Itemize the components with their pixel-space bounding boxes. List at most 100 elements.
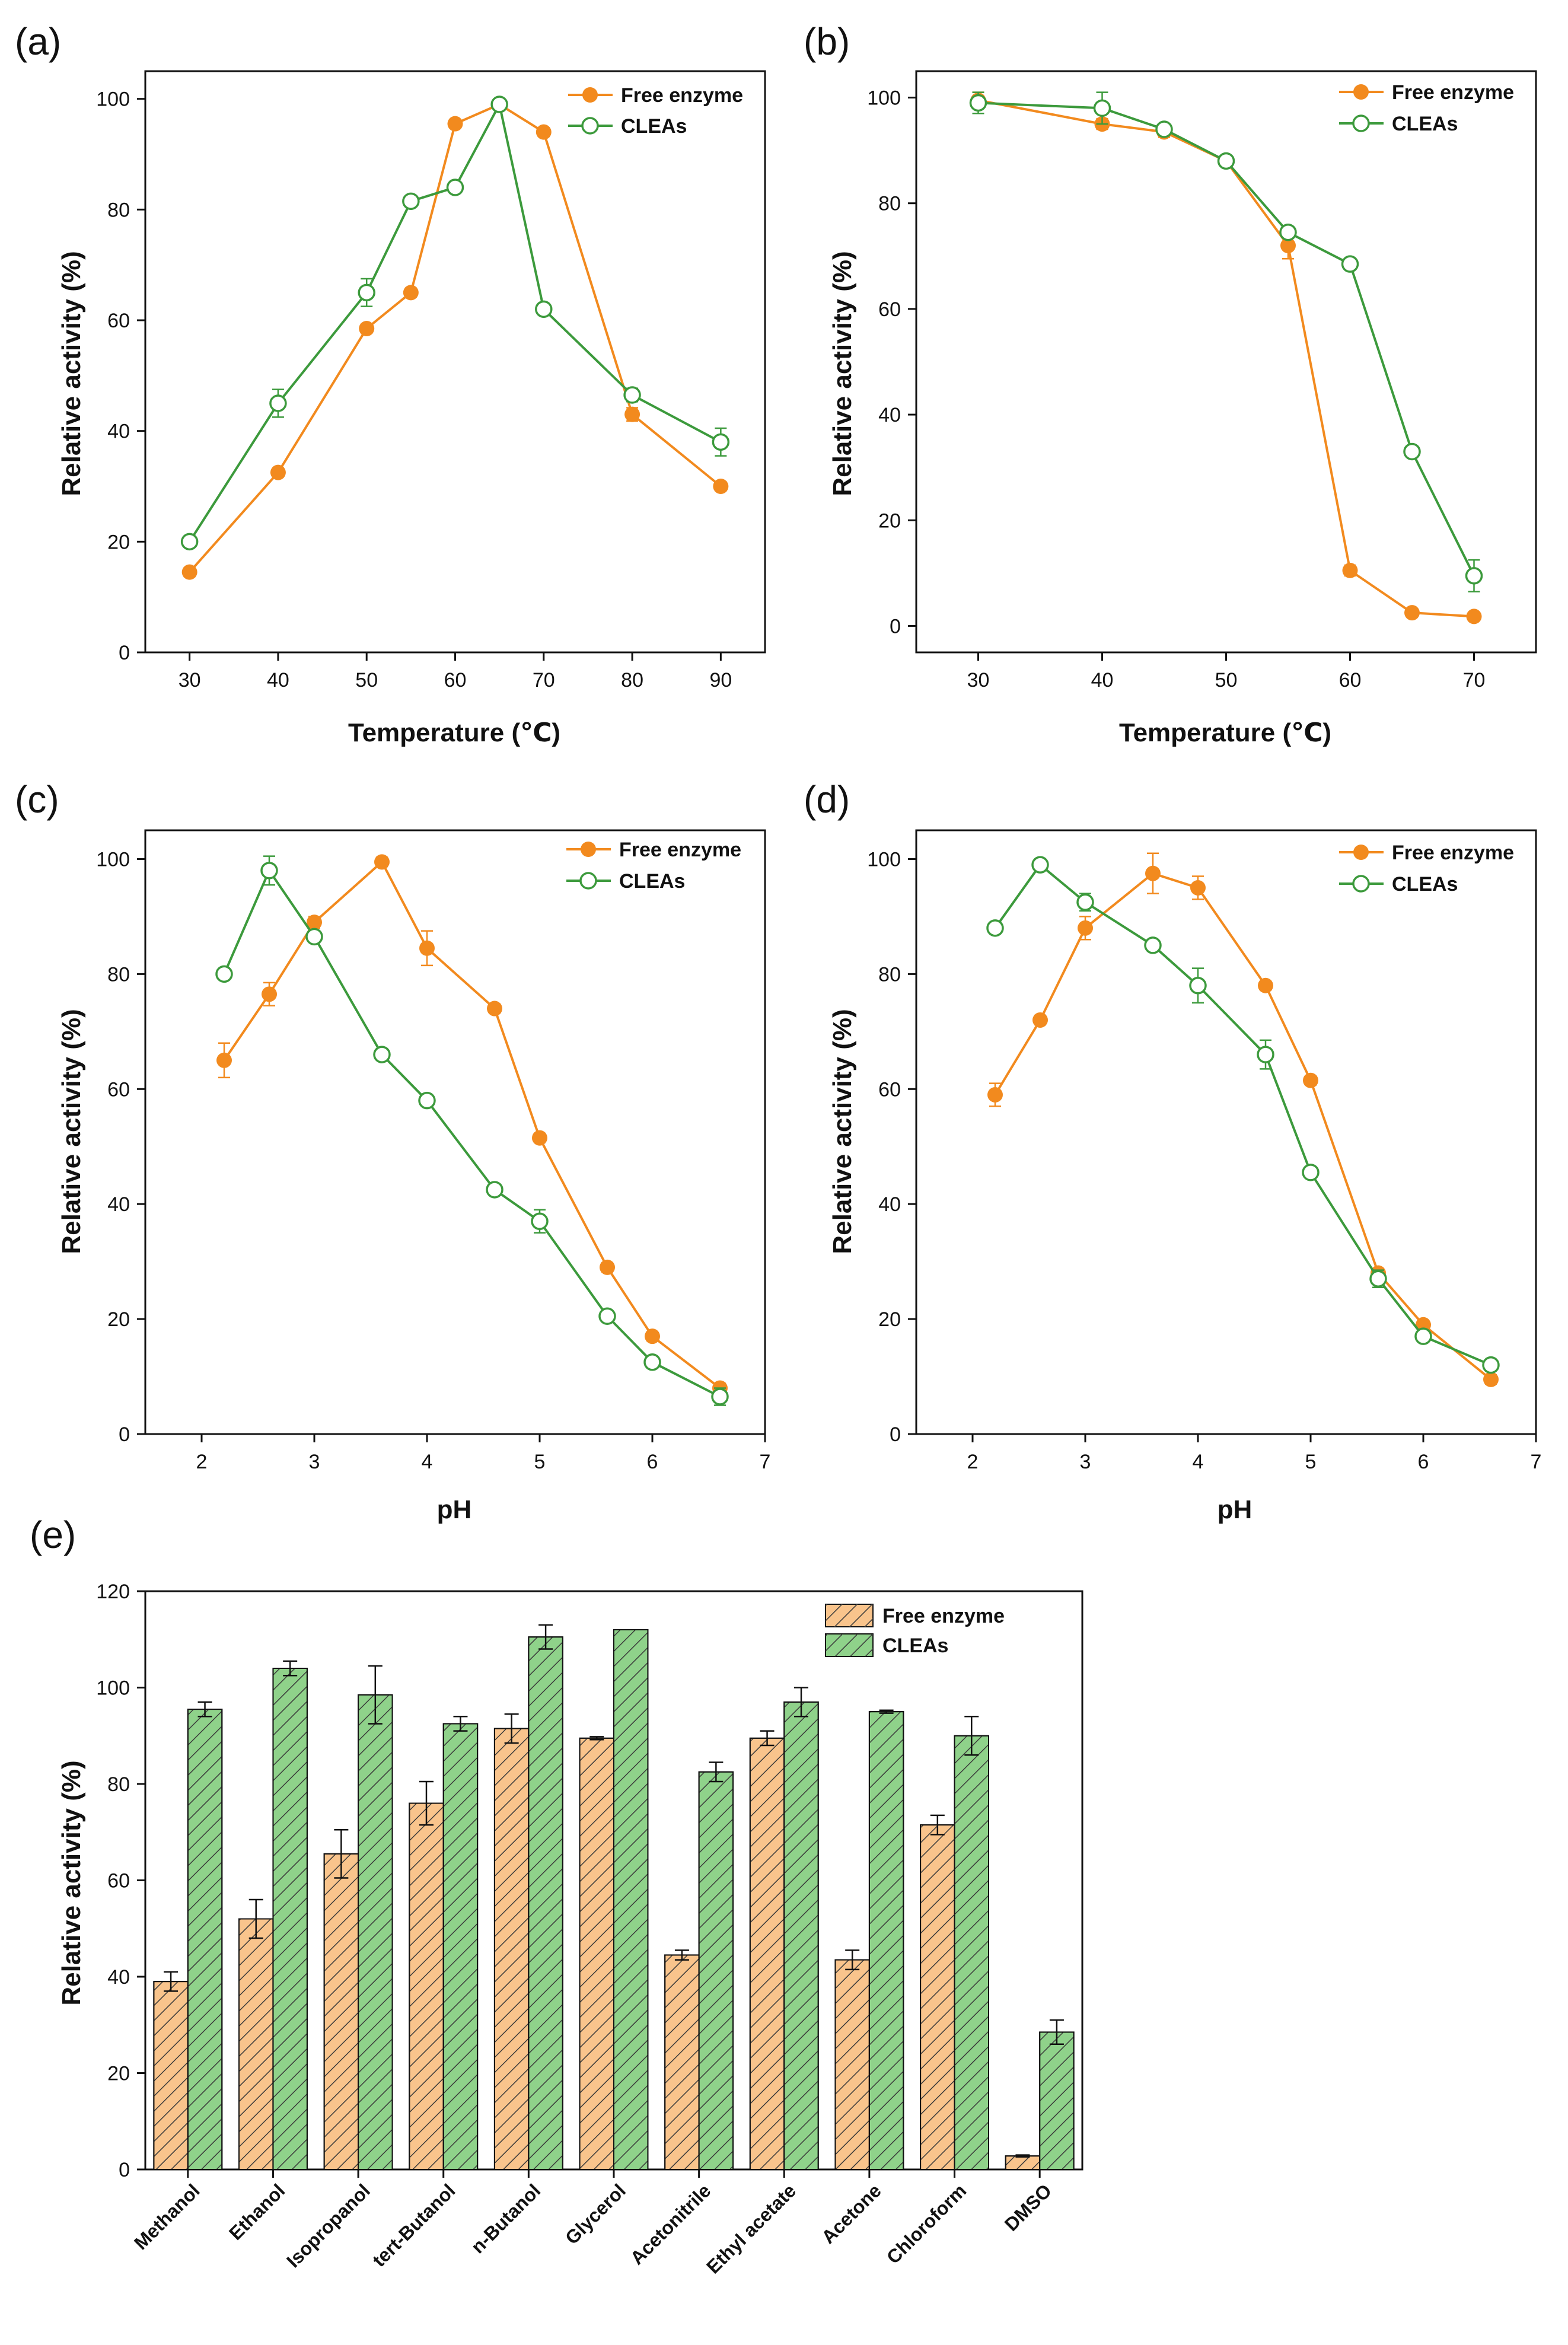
a-free-point (713, 479, 729, 494)
b-y-tick-label: 40 (878, 404, 901, 426)
e-category-label: Glycerol (561, 2180, 630, 2248)
panel-c-y-axis-title: Relative activity (%) (57, 1009, 86, 1254)
panel-b: (b) Temperature (℃) Relative activity (%… (804, 20, 1537, 747)
d-x-tick-label: 3 (1080, 1451, 1091, 1473)
c-y-tick-label: 80 (107, 963, 130, 986)
b-x-tick-label: 40 (1091, 669, 1114, 692)
c-cleas-point (643, 1353, 661, 1371)
panel-d: (d) pH Relative activity (%) 2 3 4 5 6 7 0 20 40… (804, 778, 1541, 1524)
b-free-point (1404, 605, 1420, 621)
e-cleas-bar-hatch (954, 1735, 989, 2170)
a-x-tick-label: 70 (533, 669, 555, 692)
d-y-tick-label: 80 (878, 963, 901, 986)
c-cleas-series-line (223, 868, 721, 1398)
c-cleas-point (418, 1091, 436, 1110)
b-cleas-point (969, 94, 987, 112)
b-y-tick-label: 20 (878, 509, 901, 532)
c-free-point (216, 1052, 232, 1068)
d-free-series-line (994, 872, 1492, 1381)
a-y-tick-label: 20 (107, 531, 130, 553)
a-cleas-point (712, 433, 730, 451)
e-free-bar-hatch (749, 1737, 785, 2170)
d-cleas-point (1369, 1270, 1387, 1288)
d-cleas-point (1482, 1356, 1500, 1374)
a-axes-frame (144, 70, 766, 654)
c-x-tick-label: 3 (309, 1451, 320, 1473)
c-y-tick-label: 40 (107, 1193, 130, 1216)
a-y-tick-label: 40 (107, 420, 130, 443)
e-category-label: Acetone (817, 2180, 885, 2248)
e-free-bar-hatch (579, 1737, 615, 2170)
panel-b-legend-free-label: Free enzyme (1392, 81, 1514, 104)
e-y-tick-label: 120 (96, 1581, 130, 1603)
panel-a-legend-cleas-marker (581, 117, 599, 135)
d-cleas-point (1076, 893, 1094, 911)
c-free-point (419, 940, 435, 956)
b-cleas-series-line (978, 101, 1475, 576)
panel-b-legend-cleas-label: CLEAs (1392, 113, 1458, 135)
e-cleas-bar-hatch (187, 1709, 223, 2170)
a-cleas-point (490, 95, 508, 113)
panel-e-y-axis-title: Relative activity (%) (57, 1760, 86, 2005)
a-cleas-point (623, 386, 641, 404)
a-x-tick-label: 80 (621, 669, 643, 692)
panel-c-legend-cleas-label: CLEAs (619, 870, 685, 893)
e-y-tick-label: 40 (107, 1966, 130, 1989)
e-cleas-bar-hatch (442, 1723, 479, 2170)
c-cleas-point (531, 1212, 549, 1231)
a-y-tick-label: 80 (107, 199, 130, 221)
a-x-tick-label: 50 (355, 669, 378, 692)
panel-d-label: (d) (804, 778, 850, 821)
e-cleas-bar-hatch (358, 1694, 393, 2170)
e-category-label: Ethanol (225, 2180, 289, 2244)
d-cleas-point (1302, 1164, 1320, 1181)
e-category-label: Chloroform (882, 2180, 971, 2268)
b-cleas-point (1279, 223, 1297, 241)
e-category-label: Acetonitrile (626, 2180, 715, 2268)
c-y-tick-label: 100 (96, 848, 130, 871)
panel-a-y-axis-title: Relative activity (%) (57, 251, 86, 496)
b-x-tick-label: 70 (1463, 669, 1486, 692)
d-y-tick-label: 0 (890, 1423, 901, 1446)
a-y-tick-label: 0 (119, 642, 130, 664)
a-y-tick-label: 100 (96, 88, 130, 111)
d-y-tick-label: 20 (878, 1308, 901, 1331)
c-x-tick-label: 2 (196, 1451, 208, 1473)
panel-c-plot-area: 2 3 4 5 6 7 0 20 40 60 80 100 (96, 829, 771, 1473)
panel-c-legend-free-marker (581, 842, 596, 857)
c-x-tick-label: 7 (760, 1451, 771, 1473)
d-free-point (1190, 880, 1206, 896)
panel-a-legend: Free enzyme CLEAs (568, 84, 743, 138)
a-free-point (624, 406, 640, 422)
panel-b-y-axis-title: Relative activity (%) (828, 251, 857, 496)
panel-d-legend: Free enzyme CLEAs (1339, 842, 1514, 896)
panel-b-label: (b) (804, 20, 850, 63)
b-y-tick-label: 80 (878, 193, 901, 215)
panel-b-plot-area: 30 40 50 60 70 0 20 40 60 80 100 (867, 70, 1537, 692)
d-cleas-point (1414, 1327, 1432, 1345)
panel-a-label: (a) (15, 20, 61, 63)
c-free-point (374, 854, 390, 870)
c-free-point (600, 1259, 615, 1275)
d-free-point (1303, 1072, 1318, 1088)
d-cleas-series-line (994, 863, 1491, 1366)
panel-d-plot-area: 2 3 4 5 6 7 0 20 40 60 80 100 (867, 829, 1541, 1473)
e-free-bar-hatch (920, 1824, 955, 2170)
a-cleas-point (402, 192, 420, 211)
d-y-tick-label: 60 (878, 1078, 901, 1101)
panel-c-legend-free-label: Free enzyme (619, 839, 741, 861)
c-x-tick-label: 5 (534, 1451, 546, 1473)
a-free-point (359, 321, 375, 336)
panel-c-legend: Free enzyme CLEAs (566, 839, 741, 893)
e-free-bar-hatch (409, 1802, 444, 2170)
panel-a-plot-area: 30 40 50 60 70 80 90 0 20 40 60 80 100 (96, 70, 766, 692)
c-cleas-point (598, 1307, 616, 1325)
b-cleas-point (1341, 255, 1359, 273)
e-y-tick-label: 20 (107, 2063, 130, 2085)
d-x-tick-label: 4 (1193, 1451, 1204, 1473)
e-cleas-bar-hatch (1039, 2031, 1075, 2170)
panel-a-legend-free-label: Free enzyme (621, 84, 743, 107)
panel-d-legend-cleas-label: CLEAs (1392, 873, 1458, 896)
e-cleas-bar-hatch (783, 1701, 819, 2170)
a-y-tick-label: 60 (107, 310, 130, 332)
